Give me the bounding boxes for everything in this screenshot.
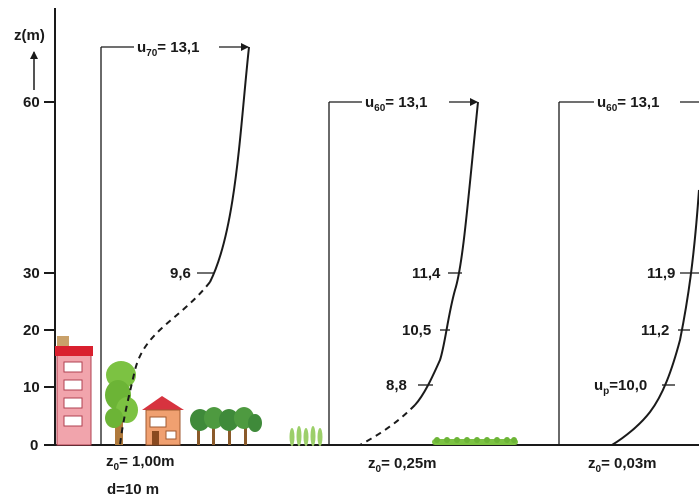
tall-tree-illustration bbox=[105, 361, 138, 445]
tick-label-10: 10 bbox=[23, 379, 40, 396]
axis-label: z(m) bbox=[14, 27, 45, 44]
profile-2-mid-label-3: 8,8 bbox=[386, 377, 407, 394]
profile-1-top-label: u70= 13,1 bbox=[137, 39, 199, 59]
profile-2-curve-solid bbox=[414, 101, 479, 406]
profile-3-low-label: up=10,0 bbox=[594, 377, 647, 397]
apartment-building-illustration bbox=[55, 336, 93, 446]
tick-label-0: 0 bbox=[30, 437, 38, 454]
reeds-illustration bbox=[289, 426, 323, 446]
profile-1-mid-label-1: 9,6 bbox=[170, 265, 191, 282]
profile-2-top-label: u60= 13,1 bbox=[365, 94, 427, 114]
house-illustration bbox=[142, 396, 184, 446]
profile-3-curve bbox=[611, 189, 699, 446]
profile-2: u60= 13,1 11,4 10,5 8,8 z0= 0,25m bbox=[328, 94, 479, 475]
profile-1-curve-dashed bbox=[119, 281, 211, 446]
profile-3-mid-label-1: 11,9 bbox=[647, 265, 675, 282]
tick-label-20: 20 bbox=[23, 322, 40, 339]
profile-3-roughness-label: z0= 0,03m bbox=[588, 455, 657, 475]
profile-1: u70= 13,1 9,6 z0= 1,00m d=10 m bbox=[100, 39, 250, 498]
profile-2-mid-label-2: 10,5 bbox=[402, 322, 431, 339]
orchard-trees-illustration bbox=[190, 407, 262, 445]
tick-label-60: 60 bbox=[23, 94, 40, 111]
profile-3-mid-label-2: 11,2 bbox=[641, 322, 669, 339]
profile-1-roughness-label: z0= 1,00m bbox=[106, 453, 175, 473]
profile-2-roughness-label: z0= 0,25m bbox=[368, 455, 437, 475]
low-shrubs-illustration bbox=[432, 437, 518, 445]
profile-1-displacement-label: d=10 m bbox=[107, 481, 159, 498]
profile-2-curve-dashed bbox=[359, 404, 416, 446]
profile-1-curve-solid bbox=[209, 46, 250, 283]
profile-3: u60= 13,1 11,9 11,2 up=10,0 z0= 0,03m bbox=[558, 94, 699, 475]
profile-3-top-label: u60= 13,1 bbox=[597, 94, 659, 114]
tick-label-30: 30 bbox=[23, 265, 40, 282]
profile-2-mid-label-1: 11,4 bbox=[412, 265, 441, 282]
